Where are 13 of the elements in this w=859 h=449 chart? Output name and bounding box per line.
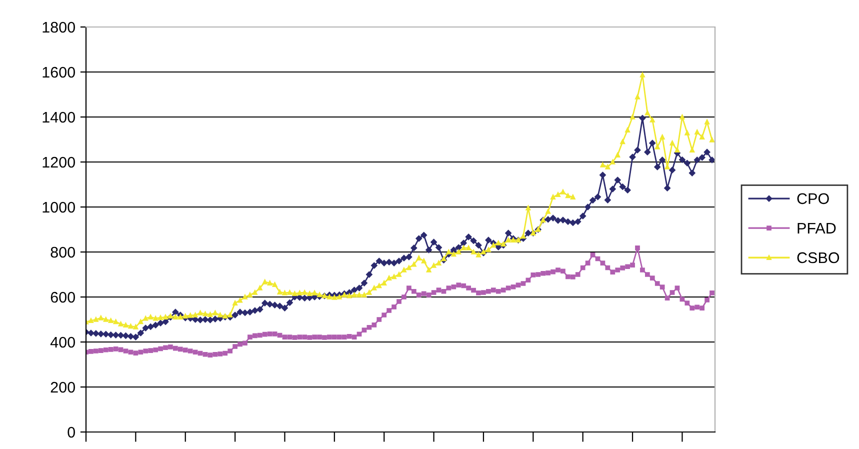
legend-label: CSBO xyxy=(797,252,840,264)
y-tick-label: 1000 xyxy=(42,202,75,213)
y-tick-label: 0 xyxy=(68,426,75,438)
y-tick-label: 400 xyxy=(50,336,75,348)
legend-label: CPO xyxy=(797,193,829,204)
y-tick-label: 1200 xyxy=(42,156,75,168)
y-tick-label: 1800 xyxy=(42,22,75,33)
y-tick-label: 600 xyxy=(50,292,75,303)
y-tick-label: 200 xyxy=(50,382,75,393)
y-tick-label: 1400 xyxy=(42,112,75,123)
legend-label: PFAD xyxy=(798,222,836,234)
y-tick-label: 800 xyxy=(50,246,75,258)
y-tick-label: 1600 xyxy=(42,66,75,78)
